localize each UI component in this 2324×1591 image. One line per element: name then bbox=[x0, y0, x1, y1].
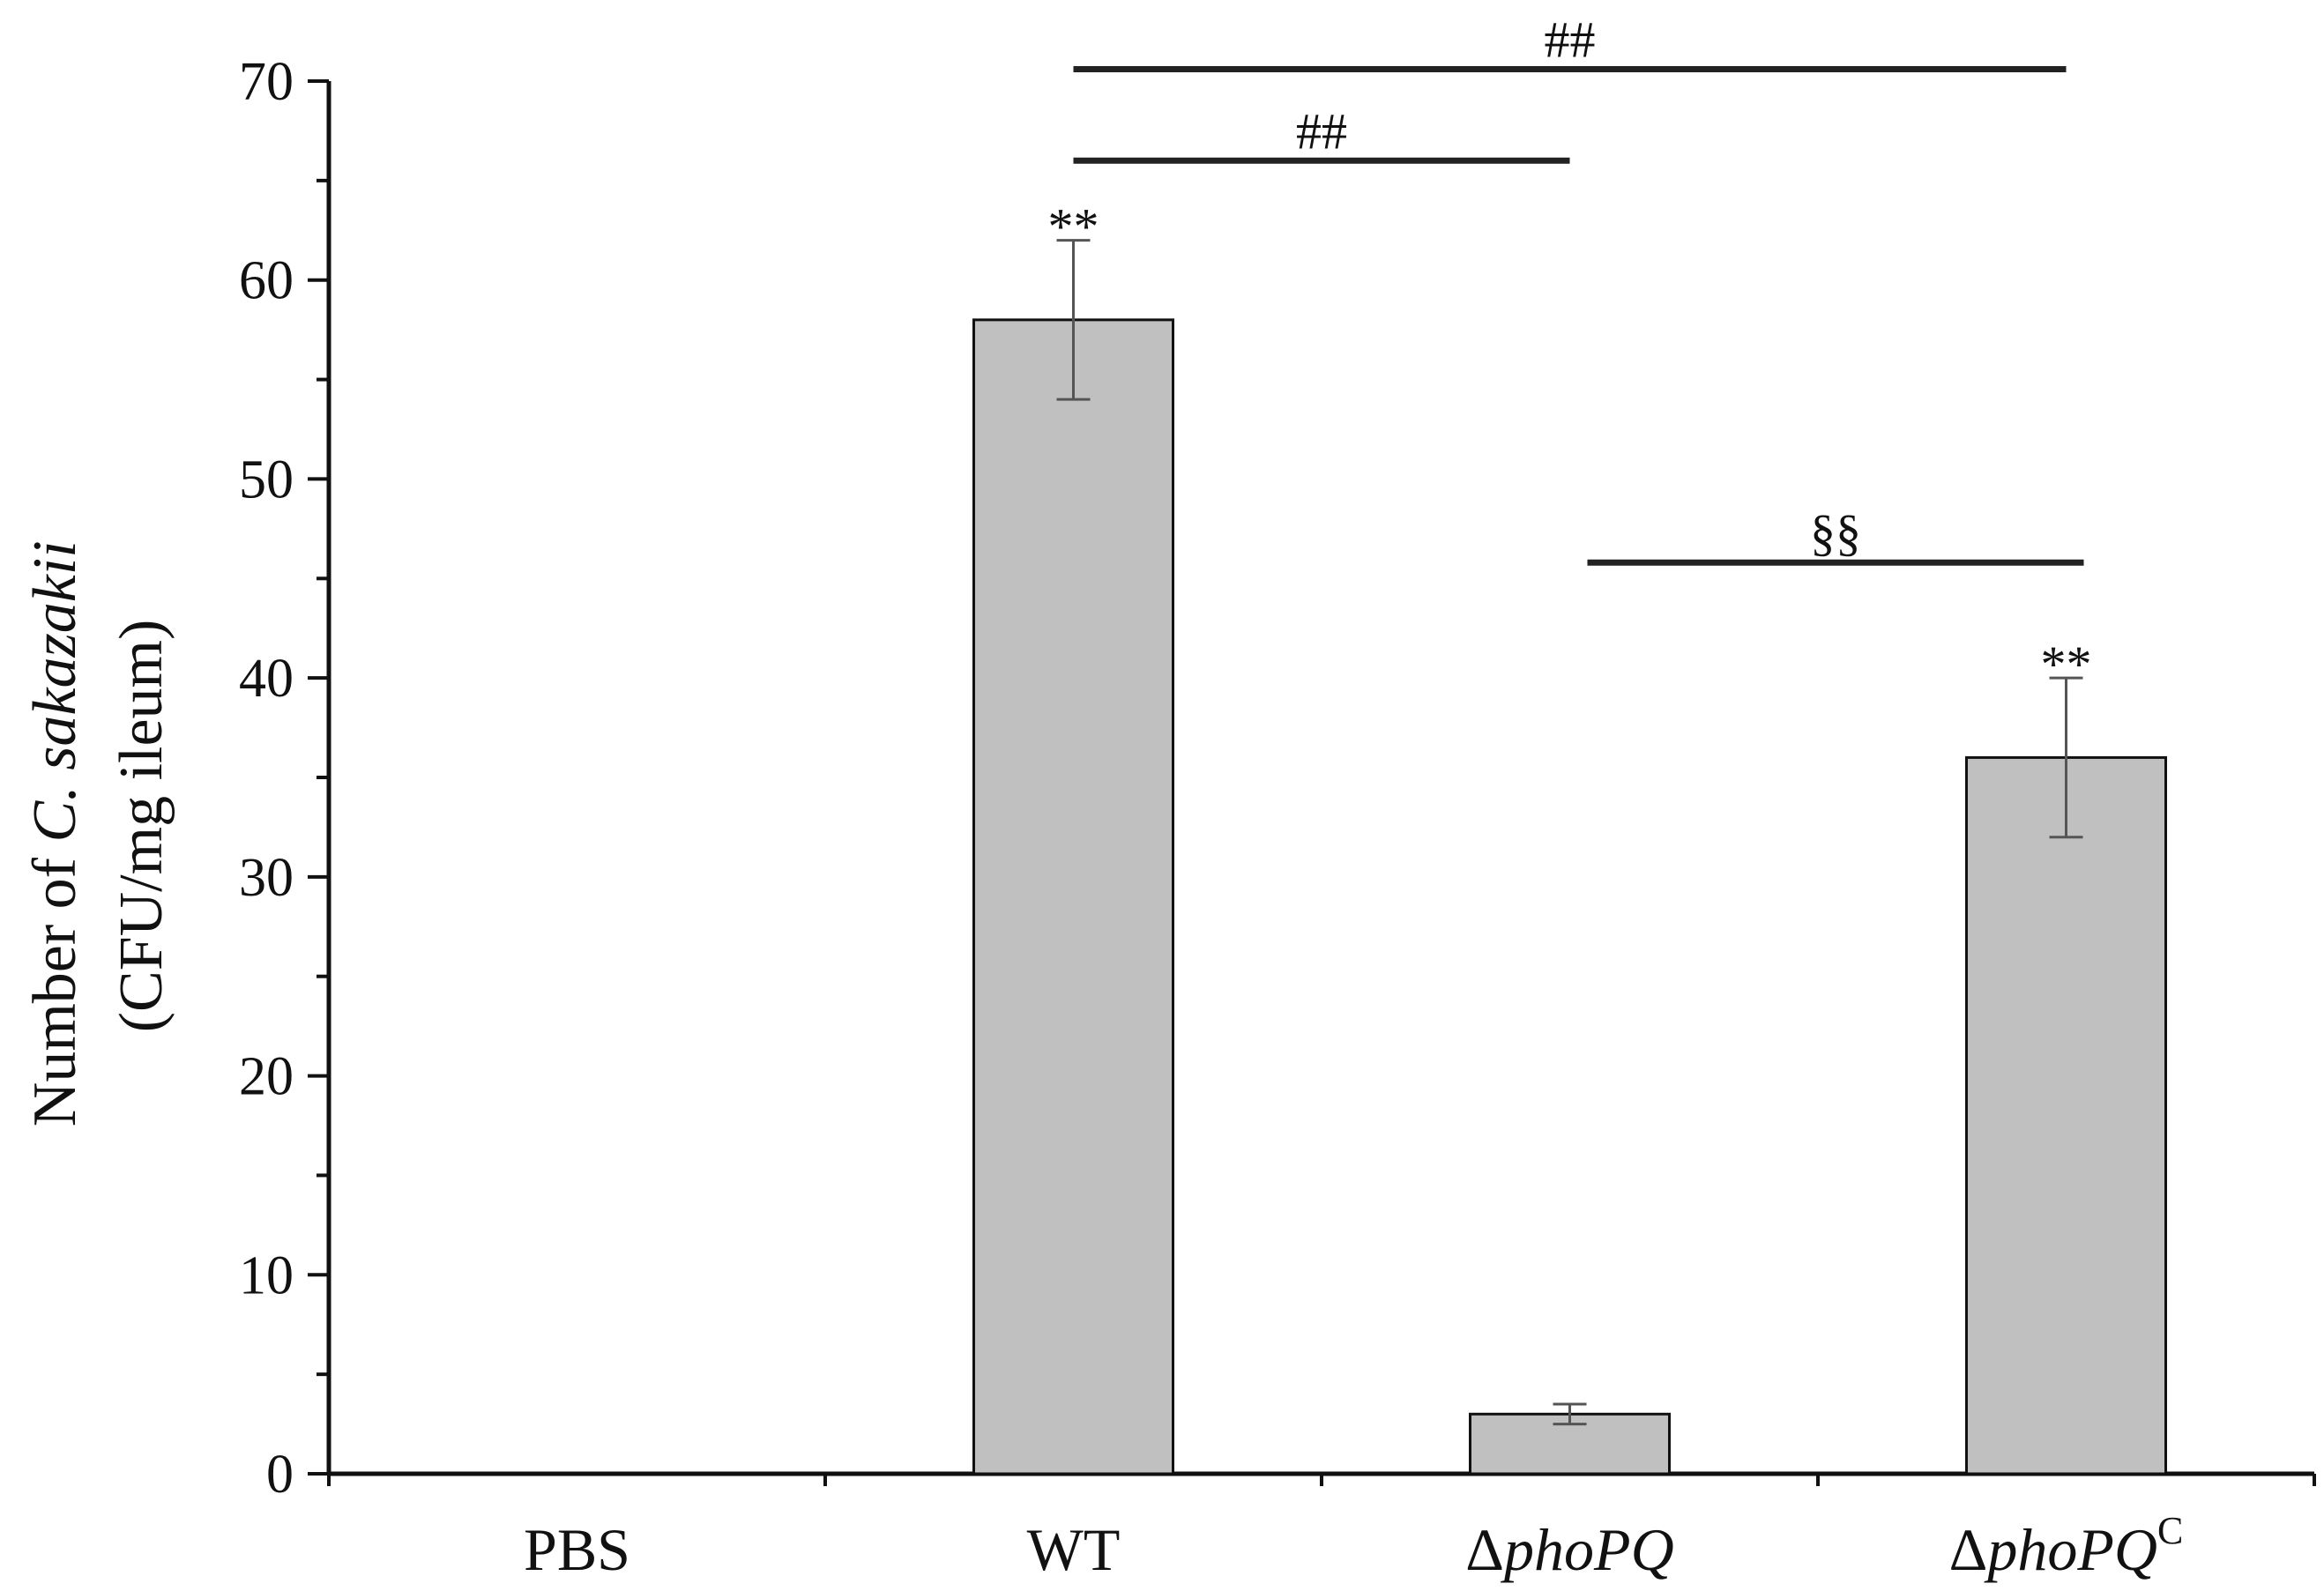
y-tick-label: 0 bbox=[266, 1445, 294, 1505]
x-tick-label-3: ΔphoPQC bbox=[1949, 1509, 2184, 1583]
bracket-label-0: ## bbox=[1545, 11, 1596, 68]
bar-2 bbox=[1469, 1412, 1671, 1476]
bracket-label-1: ## bbox=[1296, 102, 1347, 160]
x-tick-label-0: PBS bbox=[524, 1516, 630, 1583]
significance-mark: ** bbox=[1048, 198, 1099, 256]
axes: 0 10 20 30 40 50 60 70 bbox=[239, 52, 2316, 1505]
category-superscript: C bbox=[2157, 1509, 2183, 1552]
y-tick-label: 70 bbox=[239, 52, 294, 112]
axis-labels: Number of C. sakazakii (CFU/mg ileum) PB… bbox=[21, 525, 2184, 1583]
x-tick-label-1: WT bbox=[1027, 1516, 1121, 1583]
y-tick-label: 30 bbox=[239, 848, 294, 908]
y-axis-label: Number of C. sakazakii (CFU/mg ileum) bbox=[21, 525, 175, 1126]
category-prefix: Δ bbox=[1949, 1516, 1988, 1583]
category-prefix: Δ bbox=[1465, 1516, 1504, 1583]
significance-mark: ** bbox=[2041, 636, 2092, 693]
bar-1 bbox=[972, 318, 1174, 1476]
category-text: WT bbox=[1027, 1516, 1121, 1583]
y-tick-label: 10 bbox=[239, 1245, 294, 1305]
category-text: PBS bbox=[524, 1516, 630, 1583]
y-tick-label: 60 bbox=[239, 251, 294, 311]
category-gene: phoPQ bbox=[1501, 1516, 1674, 1583]
y-tick-label: 50 bbox=[239, 450, 294, 509]
y-tick-label: 20 bbox=[239, 1047, 294, 1107]
annotations: ** ** ## ## §§ bbox=[1048, 11, 2092, 693]
bracket-label-2: §§ bbox=[1810, 504, 1861, 561]
y-tick-label: 40 bbox=[239, 649, 294, 709]
x-tick-label-2: ΔphoPQ bbox=[1465, 1516, 1673, 1583]
category-gene: phoPQ bbox=[1984, 1516, 2157, 1583]
bar-3 bbox=[1965, 755, 2167, 1476]
bars bbox=[972, 239, 2167, 1476]
